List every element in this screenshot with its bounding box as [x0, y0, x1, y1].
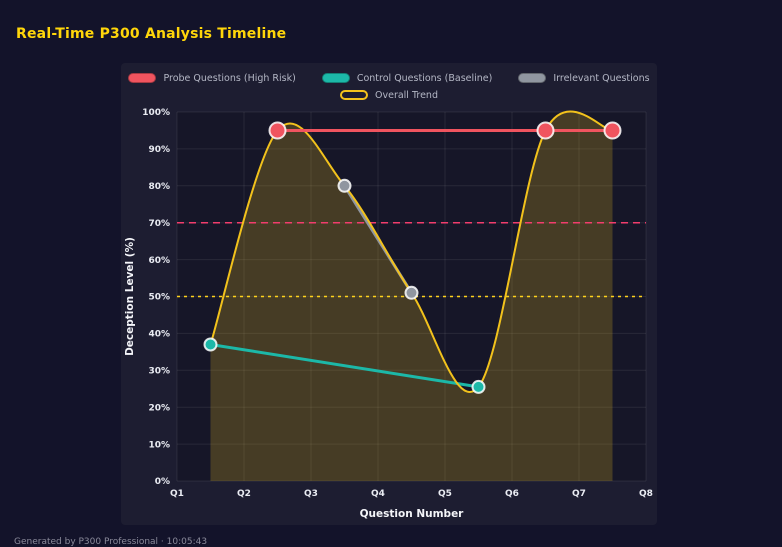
x-tick-label: Q1: [170, 489, 184, 499]
irrelevant-legend-swatch: [518, 73, 547, 83]
control-legend-swatch: [321, 73, 350, 83]
data-point-irrelevant-questions[interactable]: [404, 285, 419, 300]
legend-item-probe-questions[interactable]: Probe Questions (High Risk): [128, 72, 296, 84]
series-line-control-questions-baseline: [209, 343, 480, 389]
legend-label-control: Control Questions (Baseline): [356, 72, 493, 84]
y-tick-label: 70%: [148, 219, 170, 229]
y-tick-label: 0%: [155, 477, 170, 487]
legend-item-overall-trend[interactable]: Overall Trend: [340, 90, 438, 101]
data-point-probe-questions-high-risk[interactable]: [536, 121, 555, 140]
y-tick-label: 100%: [142, 108, 170, 118]
x-axis-title: Question Number: [360, 508, 465, 520]
y-axis-title: Deception Level (%): [124, 237, 136, 356]
x-tick-label: Q4: [371, 489, 385, 499]
data-point-irrelevant-questions[interactable]: [337, 178, 352, 193]
y-tick-label: 50%: [148, 293, 170, 303]
x-tick-label: Q3: [304, 489, 318, 499]
x-tick-label: Q5: [438, 489, 452, 499]
y-tick-label: 40%: [148, 330, 170, 340]
legend-item-control-questions[interactable]: Control Questions (Baseline): [321, 72, 493, 84]
chart-panel: Probe Questions (High Risk) Control Ques…: [121, 63, 657, 525]
legend-label-overall-trend: Overall Trend: [375, 89, 438, 101]
probe-legend-swatch: [128, 73, 157, 83]
y-tick-label: 10%: [148, 440, 170, 450]
legend-item-irrelevant-questions[interactable]: Irrelevant Questions: [518, 72, 650, 84]
legend-label-irrelevant: Irrelevant Questions: [553, 72, 650, 84]
x-tick-label: Q7: [572, 489, 586, 499]
y-tick-label: 20%: [148, 403, 170, 413]
y-tick-label: 30%: [148, 367, 170, 377]
y-tick-label: 90%: [148, 145, 170, 155]
footer-text: Generated by P300 Professional · 10:05:4…: [14, 537, 208, 547]
legend-label-probe: Probe Questions (High Risk): [163, 72, 296, 84]
x-tick-label: Q6: [505, 489, 519, 499]
data-point-probe-questions-high-risk[interactable]: [268, 121, 287, 140]
x-tick-label: Q8: [639, 489, 653, 499]
y-tick-label: 80%: [148, 182, 170, 192]
y-tick-label: 60%: [148, 256, 170, 266]
legend-row-2: Overall Trend: [121, 88, 657, 102]
p300-timeline-chart: 0% 10% 20% 30% 40% 50% 60% 70% 80% 90% 100% Q1 Q2 Q3 Q…: [124, 108, 653, 520]
x-tick-label: Q2: [237, 489, 251, 499]
chart-legend: Probe Questions (High Risk) Control Ques…: [121, 71, 657, 102]
data-point-probe-questions-high-risk[interactable]: [603, 121, 622, 140]
page-title: Real-Time P300 Analysis Timeline: [16, 26, 287, 42]
data-point-control-questions-baseline[interactable]: [471, 379, 486, 394]
overall-trend-legend-swatch: [340, 90, 368, 100]
legend-row-1: Probe Questions (High Risk) Control Ques…: [121, 71, 657, 85]
data-point-control-questions-baseline[interactable]: [203, 337, 218, 352]
